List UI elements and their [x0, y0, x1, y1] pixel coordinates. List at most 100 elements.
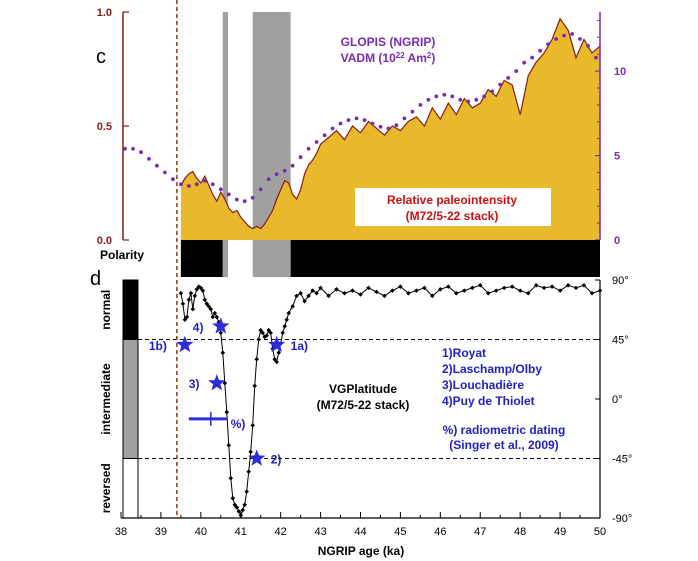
vgp-point [192, 293, 198, 299]
star-2 [248, 449, 266, 466]
x-tick-label: 45 [394, 526, 406, 538]
vgp-point [374, 289, 379, 295]
glopis-point [410, 109, 415, 114]
glopis-point [554, 37, 558, 41]
glopis-point [338, 121, 343, 126]
vgp-point [477, 282, 483, 288]
glopis-point [426, 97, 431, 102]
x-tick-label: 44 [354, 526, 366, 538]
right-tick-label: 90° [612, 275, 629, 287]
vgp-point [557, 288, 563, 293]
vgp-point [222, 380, 228, 386]
glopis-point [163, 170, 167, 175]
vgp-point [462, 288, 467, 293]
vgp-point [589, 290, 595, 296]
vgp-point [180, 301, 186, 307]
glopis-point [546, 42, 550, 46]
glopis-point [306, 146, 311, 151]
vgp-point [204, 301, 210, 307]
vgp-point [350, 288, 355, 293]
vgp-point [198, 285, 204, 291]
vgp-label-line2: (M72/5-22 stack) [317, 398, 410, 412]
rpi-label-line1: Relative paleointensity [387, 193, 517, 207]
legend-line-0: 1)Royat [442, 346, 486, 360]
x-tick-label: 42 [275, 526, 287, 538]
glopis-dots [123, 32, 598, 204]
vgp-point [190, 306, 196, 312]
right-tick-label: 0 [614, 235, 620, 247]
vgp-point [406, 290, 411, 296]
vgp-point [549, 284, 555, 289]
legend-line-2: 3)Louchadière [442, 378, 524, 392]
vgp-point [230, 495, 236, 501]
panel-c-left-ticks: 0.0 0.5 1.0 [97, 7, 129, 247]
zone-label-intermediate: intermediate [99, 363, 113, 435]
vgp-point [334, 287, 339, 292]
x-tick-label: 50 [594, 526, 606, 538]
vgp-point [294, 293, 299, 299]
glopis-point [442, 92, 447, 97]
vgp-points [178, 282, 603, 518]
panel-d-threshold-lines [138, 339, 600, 459]
star-4 [212, 317, 230, 334]
vgp-point [206, 304, 212, 309]
legend-line-3: 4)Puy de Thiolet [442, 394, 535, 408]
vgp-point [517, 288, 523, 293]
glopis-point [210, 182, 215, 187]
glopis-point [171, 177, 175, 182]
glopis-point [147, 157, 151, 161]
vgp-point [178, 290, 184, 296]
right-tick-label: -90° [612, 513, 632, 525]
vgp-point [226, 443, 232, 448]
x-tick-label: 38 [115, 526, 127, 538]
right-tick-label: 45° [612, 335, 629, 347]
vgp-point [565, 283, 571, 288]
vgp-point [188, 290, 194, 296]
vgp-point [318, 285, 323, 291]
x-tick-label: 43 [314, 526, 326, 538]
vgp-point [276, 350, 281, 355]
vgp-point [533, 283, 539, 288]
glopis-point [378, 124, 383, 129]
glopis-point [450, 94, 455, 99]
x-tick-label: 46 [434, 526, 446, 538]
vgp-point [541, 285, 547, 291]
glopis-point [290, 163, 295, 168]
glopis-point [578, 37, 582, 41]
panel-c-right-ticks: 0 5 10 [595, 19, 626, 247]
zone-reversed [122, 458, 139, 519]
panel-letter-c: c [96, 46, 106, 68]
vgp-point [256, 337, 261, 342]
vgp-point [470, 285, 475, 291]
glopis-point [274, 172, 279, 177]
vgp-point [290, 304, 295, 309]
vgp-point [284, 317, 289, 322]
vgp-point [366, 285, 371, 291]
glopis-point [362, 118, 367, 122]
vgp-point [208, 306, 214, 312]
vgp-point [454, 290, 459, 296]
glopis-point [490, 89, 495, 94]
glopis-point [386, 126, 391, 131]
panel-d-x-ticks: 38 39 40 41 42 43 44 45 46 47 48 49 50 [115, 512, 606, 538]
x-tick-label: 47 [474, 526, 486, 538]
glopis-point [226, 192, 231, 197]
zone-label-reversed: reversed [99, 463, 113, 513]
zone-normal [122, 279, 139, 340]
glopis-point [123, 146, 127, 151]
star-label-3: 3) [189, 377, 200, 391]
vgp-point [252, 383, 257, 389]
vgp-point [573, 285, 579, 291]
glopis-point [418, 103, 423, 107]
vgp-point [390, 288, 395, 293]
polarity-label: Polarity [100, 248, 144, 262]
vgp-point [212, 310, 218, 316]
vgp-point [186, 297, 192, 303]
zone-label-normal: normal [99, 290, 113, 330]
glopis-point [322, 133, 327, 138]
glopis-point [187, 184, 191, 188]
glopis-point [394, 123, 399, 128]
glopis-label-line2: VADM (1022 Am2) [341, 51, 436, 66]
vgp-point [254, 357, 259, 362]
